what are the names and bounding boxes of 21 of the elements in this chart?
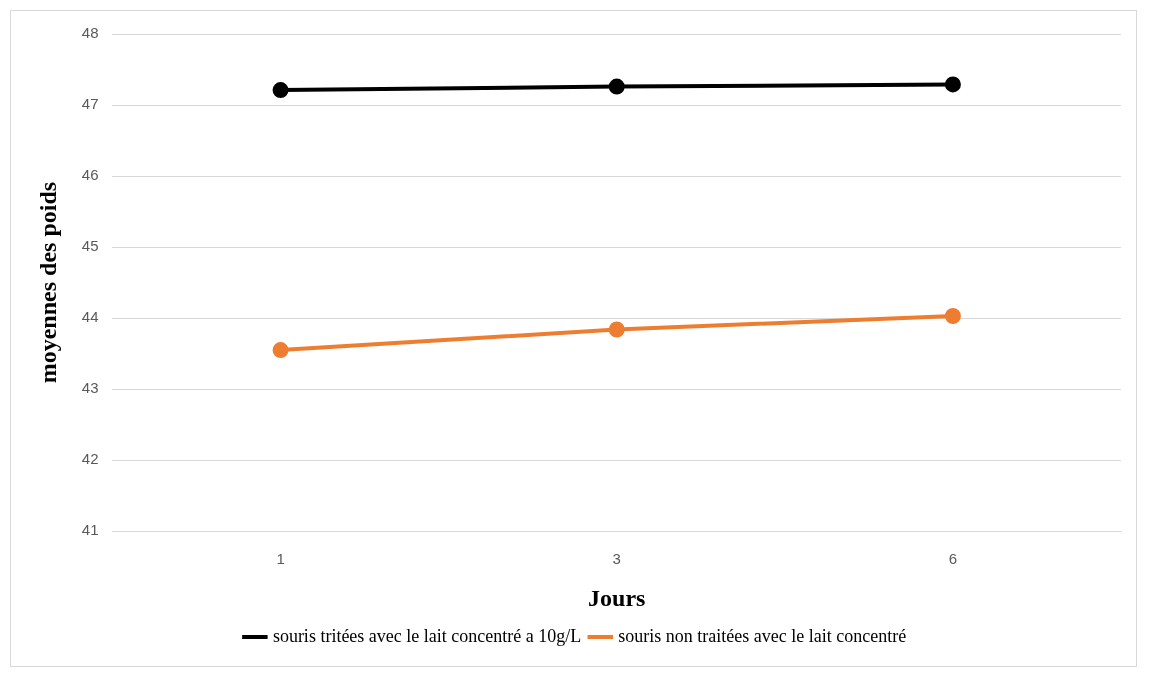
x-tick-label: 6 xyxy=(948,550,958,568)
y-tick-label: 45 xyxy=(81,237,99,255)
x-tick-label: 1 xyxy=(276,550,285,568)
legend-label: souris tritées avec le lait concentré a 10g/L xyxy=(272,625,582,646)
point xyxy=(272,82,289,99)
point xyxy=(944,307,961,324)
x-axis-title: Jours xyxy=(588,584,646,611)
y-tick-label: 44 xyxy=(81,308,99,326)
y-axis-title: moyennes des poids xyxy=(34,181,61,384)
y-tick-label: 46 xyxy=(81,166,99,184)
y-tick-label: 48 xyxy=(81,24,99,42)
point xyxy=(944,76,961,93)
point xyxy=(272,342,289,359)
y-tick-label: 42 xyxy=(81,450,99,468)
y-tick-label: 41 xyxy=(81,521,99,539)
x-tick-label: 3 xyxy=(612,550,621,568)
y-tick-label: 43 xyxy=(81,379,99,397)
point xyxy=(608,321,625,338)
legend-label: souris non traitées avec le lait concentré xyxy=(618,625,907,646)
point xyxy=(608,78,625,95)
y-tick-label: 47 xyxy=(81,95,99,113)
